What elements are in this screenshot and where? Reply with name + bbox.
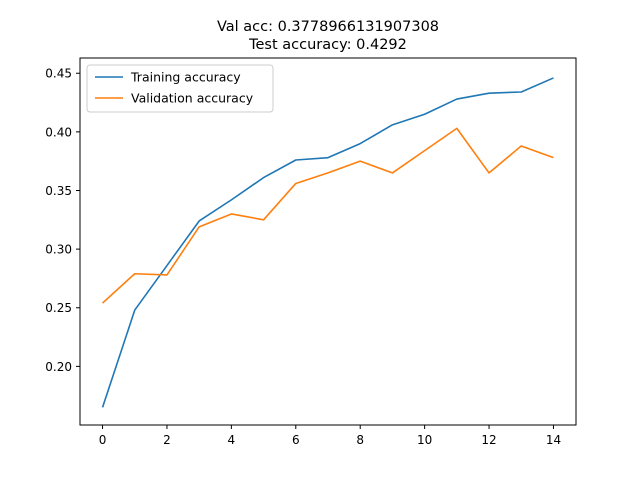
chart-title-line-2: Test accuracy: 0.4292	[248, 37, 407, 53]
y-tick-label: 0.40	[45, 125, 72, 139]
series-1-point	[552, 156, 555, 159]
series-1-point	[359, 160, 362, 163]
legend-label-1: Validation accuracy	[131, 91, 254, 106]
chart-title-line-1: Val acc: 0.3778966131907308	[217, 19, 439, 35]
series-lines	[101, 76, 555, 409]
y-axis: 0.20 0.25 0.30 0.35 0.40 0.45	[45, 67, 80, 374]
series-0-point	[488, 92, 491, 95]
series-1-point	[101, 302, 104, 305]
x-tick-label: 4	[228, 433, 236, 447]
series-1-point	[520, 144, 523, 147]
series-0-point	[230, 198, 233, 201]
legend-label-0: Training accuracy	[130, 70, 241, 85]
series-line-1	[102, 127, 554, 304]
legend: Training accuracy Validation accuracy	[86, 64, 274, 113]
series-0-point	[294, 159, 297, 162]
y-tick-label: 0.45	[45, 67, 72, 81]
series-0-point	[262, 176, 265, 179]
x-tick-label: 12	[481, 433, 496, 447]
x-tick-label: 6	[292, 433, 300, 447]
series-0-point	[520, 91, 523, 94]
series-1-point	[455, 127, 458, 130]
y-tick-label: 0.25	[45, 301, 72, 315]
series-0-point	[359, 142, 362, 145]
y-tick-label: 0.30	[45, 243, 72, 257]
series-1-point	[294, 182, 297, 185]
series-0-point	[101, 406, 104, 409]
x-tick-label: 8	[356, 433, 364, 447]
x-tick-label: 2	[163, 433, 171, 447]
series-1-point	[327, 171, 330, 174]
series-0-point	[391, 123, 394, 126]
series-line-0	[101, 77, 554, 408]
legend-box	[86, 64, 274, 113]
series-0-point	[165, 264, 168, 267]
x-tick-label: 14	[546, 433, 561, 447]
series-0-point	[198, 219, 201, 222]
x-axis: 0 2 4 6 8 10 12 14	[99, 425, 561, 447]
series-1-point	[488, 171, 491, 174]
series-1-point	[198, 225, 201, 228]
series-1-point	[262, 218, 265, 221]
series-1-point	[423, 149, 426, 152]
series-1-point	[391, 171, 394, 174]
x-tick-label: 0	[99, 433, 107, 447]
y-tick-label: 0.20	[45, 360, 72, 374]
plot-frame	[79, 57, 577, 426]
x-tick-label: 10	[417, 433, 432, 447]
series-1-point	[133, 272, 136, 275]
series-0-point	[423, 113, 426, 116]
series-0-point	[327, 156, 330, 159]
series-0-point	[455, 98, 458, 101]
series-1-point	[165, 273, 168, 276]
series-0-point	[552, 76, 555, 79]
series-0-point	[133, 309, 136, 312]
y-tick-label: 0.35	[45, 184, 72, 198]
series-1-point	[230, 212, 233, 215]
